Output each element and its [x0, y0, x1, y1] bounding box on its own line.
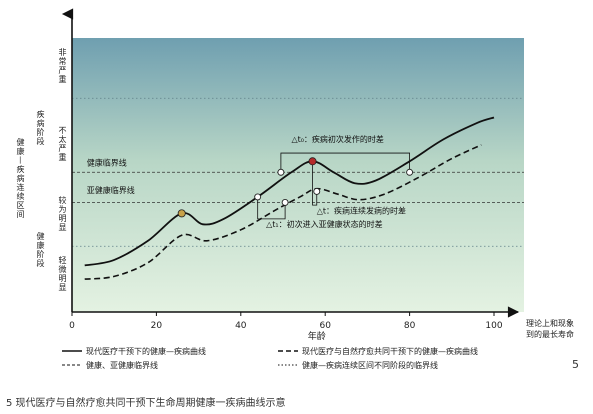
- threshold-lines: [72, 97, 524, 247]
- zone-label-very-severe: 非常严重: [58, 48, 67, 84]
- stage-label-continuum: 健康—疾病连续区间: [16, 138, 25, 219]
- zone-label-mild: 轻微明显: [58, 256, 67, 292]
- stage-label-disease: 疾病阶段: [36, 110, 45, 146]
- x-axis-label: 年龄: [308, 330, 326, 342]
- x-tick-label: 100: [485, 321, 502, 331]
- key-point-marker: [177, 209, 186, 218]
- legend-line-samples: [62, 350, 298, 366]
- legend-solid-label: 现代医疗干预下的健康—疾病曲线: [86, 347, 206, 356]
- legend-dashed-label: 现代医疗与自然疗愈共同干预下的健康—疾病曲线: [302, 347, 478, 356]
- bracket-t1: [257, 196, 286, 220]
- zone-label-less-severe: 不太严重: [58, 126, 67, 162]
- intersection-marker: [254, 193, 262, 201]
- marker-points: [177, 157, 414, 218]
- x-tick-label: 40: [235, 321, 247, 331]
- curve-combined-intervention: [84, 144, 482, 280]
- annotation-text: 亚健康临界线: [87, 185, 135, 195]
- annotation-text: △t₀：疾病初次发作的时差: [291, 134, 384, 144]
- x-axis-right-label-line2: 到的最长寿命: [526, 330, 574, 339]
- x-axis-right-label: 理论上和现象 到的最长寿命: [526, 318, 574, 340]
- x-ticks: 0 20 40 60 80 100 年龄: [69, 312, 503, 342]
- bracket-t0: [280, 152, 411, 173]
- x-axis-right-label-line1: 理论上和现象: [526, 319, 574, 328]
- plot-background: [72, 38, 524, 312]
- axes: [61, 8, 520, 318]
- key-point-marker: [308, 157, 317, 166]
- intersection-marker: [277, 168, 285, 176]
- x-tick-label: 80: [404, 321, 416, 331]
- x-tick-label: 0: [69, 321, 75, 331]
- page-number: 5: [572, 358, 579, 371]
- curve-modern-medicine: [84, 116, 495, 267]
- zone-label-obvious: 较为明显: [58, 196, 67, 232]
- annotations: △t₀：疾病初次发作的时差 △t：疾病连续发病的时差 △t₁：初次进入亚健康状态的时…: [87, 134, 406, 229]
- annotation-text: △t₁：初次进入亚健康状态的时差: [266, 219, 383, 229]
- legend-fine-dashed-label: 健康、亚健康临界线: [86, 361, 158, 370]
- x-tick-label: 60: [319, 321, 331, 331]
- figure-caption: 5 现代医疗与自然疗愈共同干预下生命周期健康一疾病曲线示意: [6, 398, 286, 409]
- intersection-marker: [313, 187, 321, 195]
- intersection-marker: [281, 198, 289, 206]
- bracket-t: [312, 161, 318, 206]
- annotation-text: △t：疾病连续发病的时差: [317, 205, 406, 215]
- stage-label-healthy: 健康阶段: [36, 232, 45, 268]
- annotation-text: 健康临界线: [87, 157, 127, 167]
- legend-dotted-label: 健康—疾病连续区间不同阶段的临界线: [302, 361, 438, 370]
- intersection-marker: [406, 168, 414, 176]
- x-tick-label: 20: [151, 321, 163, 331]
- curve-series: [84, 116, 495, 280]
